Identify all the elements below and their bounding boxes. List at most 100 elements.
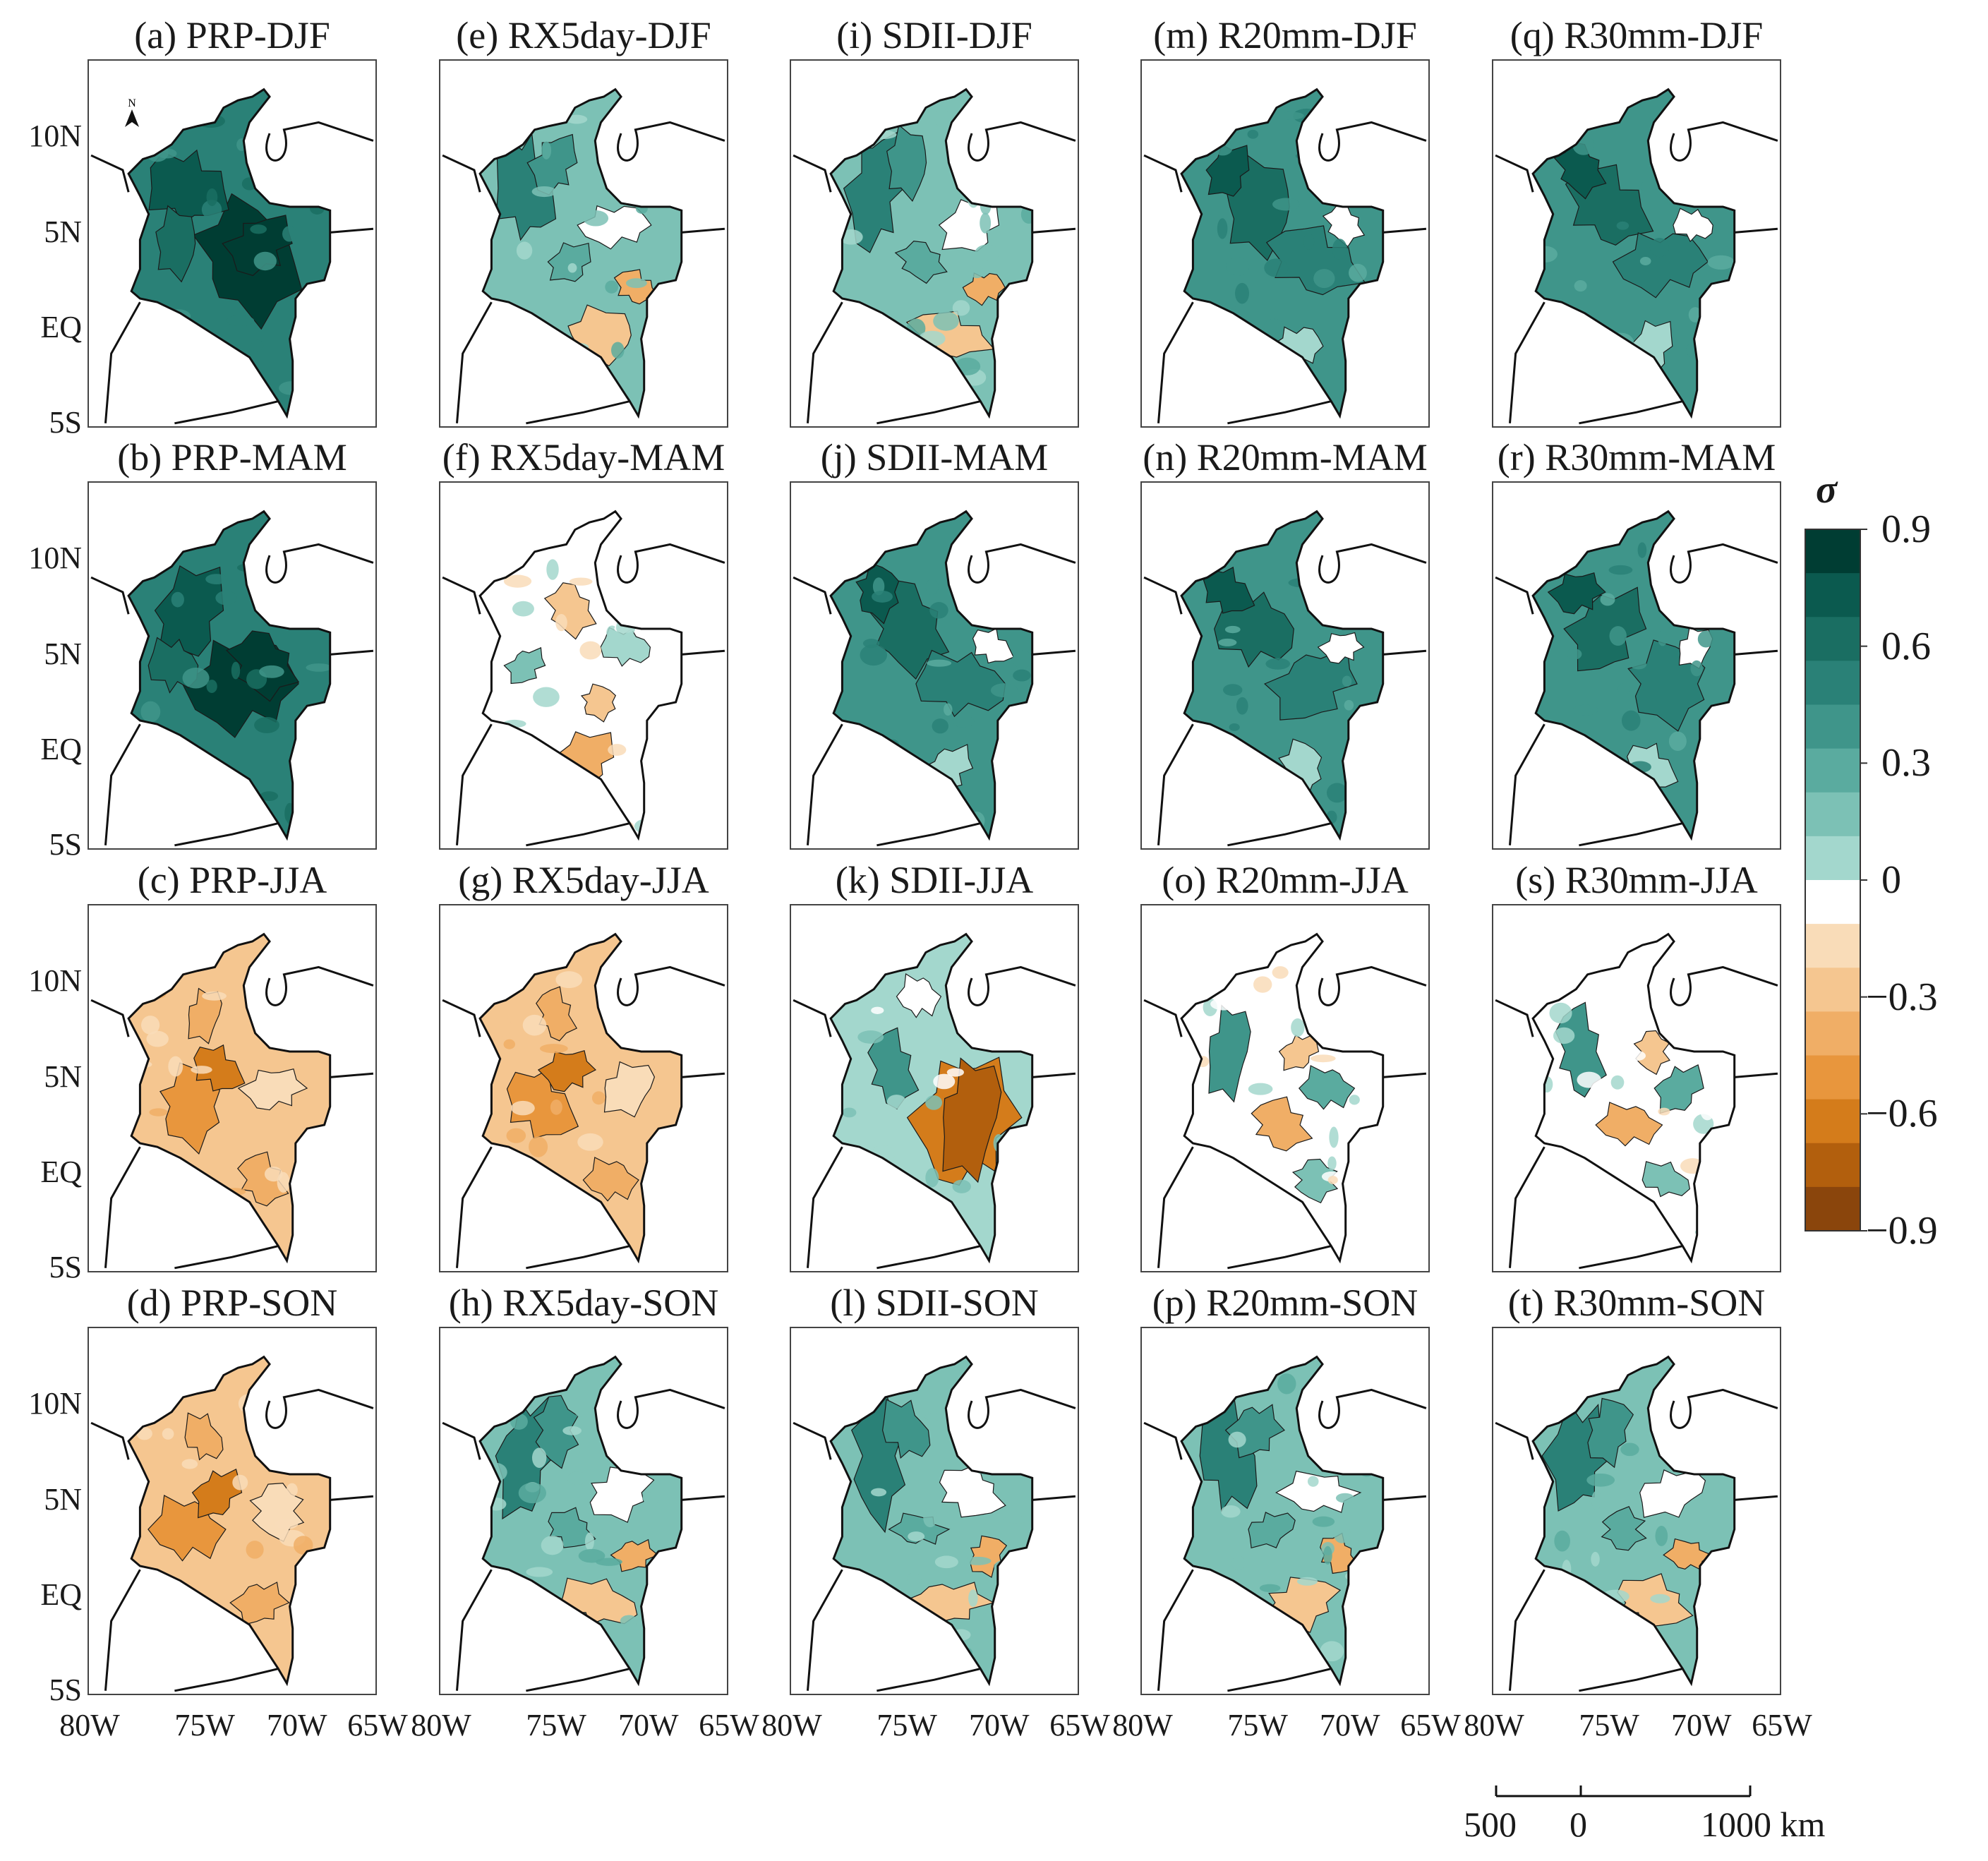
pacific-coastline (1157, 1146, 1194, 1268)
colorbar-segment (1805, 704, 1860, 749)
anomaly-contour (896, 972, 942, 1018)
southern-border (1579, 400, 1683, 425)
panel-title: (c) PRP-JJA (137, 859, 327, 901)
latitude-label: 5S (49, 827, 82, 862)
southern-border (1227, 1245, 1332, 1270)
latitude-label: EQ (40, 1577, 82, 1612)
panel-title: (d) PRP-SON (126, 1282, 338, 1324)
colorbar-segment (1805, 1011, 1860, 1056)
anomaly-contour (533, 1395, 579, 1469)
neighbor-coastline (265, 1388, 374, 1429)
latitude-label: 5N (44, 1059, 82, 1094)
border-line (1382, 649, 1427, 656)
panel-title: (n) R20mm-MAM (1143, 436, 1428, 478)
pacific-coastline (455, 1569, 493, 1691)
country-outline (1180, 932, 1385, 1264)
anomaly-contour (915, 649, 1006, 718)
border-line (1734, 649, 1778, 656)
neighbor-coastline (1670, 965, 1778, 1006)
pacific-coastline (1157, 723, 1194, 845)
anomaly-contour (1595, 1102, 1663, 1147)
southern-border (1579, 822, 1683, 847)
country-outline (1531, 932, 1736, 1264)
anomaly-contour (543, 582, 597, 640)
panel-title: (r) R30mm-MAM (1497, 436, 1776, 478)
longitude-label: 65W (1049, 1708, 1110, 1742)
neighbor-coastline (617, 543, 725, 584)
latitude-label: 10N (28, 963, 82, 999)
longitude-label: 75W (876, 1708, 937, 1742)
map-panel (439, 1327, 728, 1695)
southern-border (1227, 822, 1332, 847)
pacific-coastline (104, 1146, 141, 1268)
anomaly-contour (962, 272, 1006, 306)
map-panel (88, 481, 377, 850)
panel-title: (g) RX5day-JJA (458, 859, 709, 901)
colorbar-segment (1805, 1099, 1860, 1144)
southern-border (1579, 1668, 1683, 1692)
country-outline (1180, 88, 1385, 419)
map-panel (1492, 59, 1781, 428)
panel-title: (l) SDII-SON (830, 1282, 1039, 1324)
colorbar (1805, 529, 1867, 1231)
map-panel: N (88, 59, 377, 428)
border-line (681, 649, 725, 656)
anomaly-contour (155, 205, 196, 283)
southern-border (876, 1668, 981, 1692)
colorbar-segment (1805, 748, 1860, 793)
latitude-label: 10N (28, 541, 82, 576)
anomaly-contour (1275, 1470, 1362, 1513)
longitude-label: 70W (266, 1708, 327, 1742)
anomaly-contour (1205, 144, 1250, 197)
isthmus-coastline (1143, 154, 1183, 193)
map-panel (439, 904, 728, 1272)
panel-title: (m) R20mm-DJF (1153, 14, 1417, 56)
country-outline (478, 1355, 683, 1687)
border-line (681, 227, 725, 234)
anomaly-contour (1663, 1538, 1713, 1571)
anomaly-contour (526, 133, 578, 195)
pacific-coastline (455, 1146, 493, 1268)
isthmus-coastline (1143, 999, 1183, 1037)
isthmus-coastline (442, 1421, 481, 1460)
map-panel (1492, 481, 1781, 850)
latitude-label: 5S (49, 405, 82, 440)
neighbor-coastline (1318, 543, 1427, 584)
neighbor-coastline (968, 121, 1076, 162)
pacific-coastline (104, 1569, 141, 1691)
anomaly-contour (1547, 572, 1606, 615)
southern-border (174, 1245, 279, 1270)
country-outline (127, 1355, 332, 1687)
anomaly-contour (1587, 1397, 1634, 1469)
pacific-coastline (1508, 301, 1546, 423)
anomaly-contour (536, 986, 578, 1042)
border-line (681, 1072, 725, 1078)
southern-border (174, 822, 279, 847)
map-panel (88, 1327, 377, 1695)
latitude-label: EQ (40, 1154, 82, 1189)
isthmus-coastline (1495, 576, 1534, 615)
anomaly-contour (1291, 1158, 1339, 1204)
anomaly-contour (548, 1507, 596, 1548)
neighbor-coastline (968, 1388, 1076, 1429)
longitude-label: 75W (174, 1708, 235, 1742)
map-panel (1492, 1327, 1781, 1695)
longitude-label: 75W (1227, 1708, 1288, 1742)
panel-title: (t) R30mm-SON (1507, 1282, 1766, 1324)
longitude-label: 75W (1579, 1708, 1639, 1742)
latitude-label: EQ (40, 731, 82, 766)
neighbor-coastline (1670, 121, 1778, 162)
anomaly-contour (970, 1535, 1008, 1578)
map-panel (88, 904, 377, 1272)
map-panel (1140, 904, 1430, 1272)
southern-border (526, 822, 630, 847)
isthmus-coastline (90, 154, 130, 193)
isthmus-coastline (793, 154, 832, 193)
panel-title: (b) PRP-MAM (117, 436, 347, 478)
panel-title: (i) SDII-DJF (836, 14, 1032, 56)
longitude-label: 80W (1464, 1708, 1524, 1742)
country-outline (478, 932, 683, 1264)
pacific-coastline (455, 301, 493, 423)
colorbar-segment (1805, 661, 1860, 705)
